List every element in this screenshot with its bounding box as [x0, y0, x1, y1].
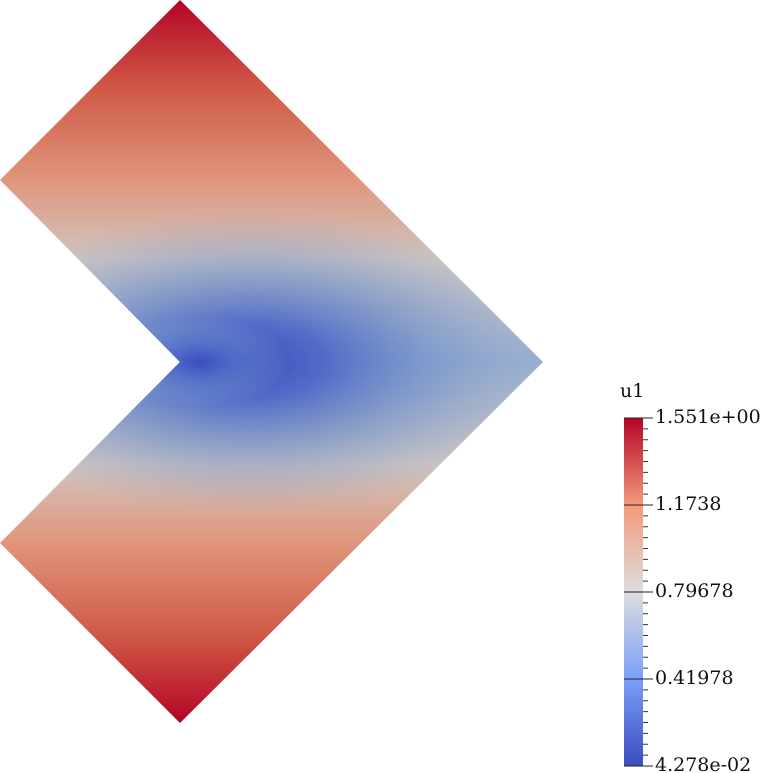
tick-label: 0.41978 — [655, 667, 734, 689]
tick-label: 0.79678 — [655, 580, 734, 602]
tick-label: 4.278e-02 — [655, 754, 751, 773]
colorbar-ticks: 1.551e+00 1.1738 0.79678 0.41978 4.278e-02 — [624, 406, 761, 773]
tick-label: 1.1738 — [655, 493, 721, 515]
tick-label: 1.551e+00 — [655, 406, 761, 428]
field-surface — [0, 0, 543, 723]
colorbar-title: u1 — [620, 380, 644, 402]
